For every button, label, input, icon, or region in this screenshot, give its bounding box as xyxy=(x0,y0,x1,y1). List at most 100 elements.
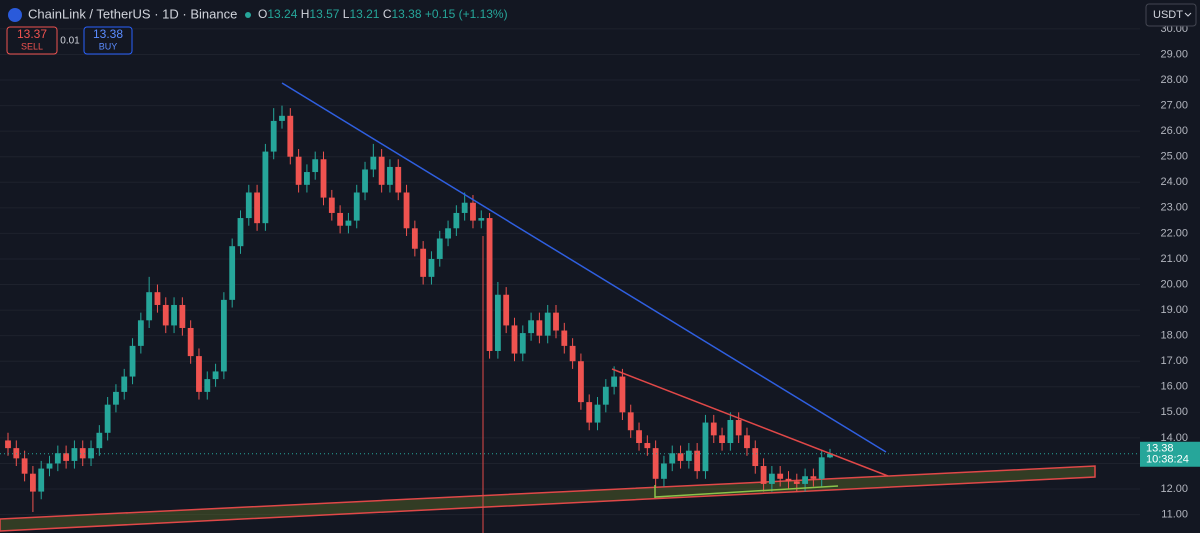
candle-body xyxy=(179,304,186,328)
candles xyxy=(0,105,1140,513)
candle-body xyxy=(636,430,642,444)
candle-body xyxy=(387,166,393,185)
candle-body xyxy=(611,376,618,387)
candle-body xyxy=(768,473,775,484)
candle-body xyxy=(71,448,78,461)
support-line xyxy=(654,485,839,498)
status-dot xyxy=(245,12,251,18)
symbol-icon xyxy=(8,8,22,22)
candle-body xyxy=(619,376,626,413)
candle-body xyxy=(254,192,260,224)
candle-body xyxy=(428,258,435,277)
candle-body xyxy=(744,435,750,449)
candle-body xyxy=(685,450,692,461)
y-tick-label: 14.00 xyxy=(1160,432,1188,444)
candle-body xyxy=(710,422,717,436)
candle-body xyxy=(420,248,427,277)
candle-body xyxy=(569,345,576,362)
ohlc-value: 13.38 xyxy=(392,7,422,21)
candle-body xyxy=(602,386,609,405)
price-axis-labels: 11.0012.0013.0014.0015.0016.0017.0018.00… xyxy=(1140,23,1200,521)
candle-body xyxy=(594,404,601,423)
y-tick-label: 26.00 xyxy=(1160,125,1188,137)
buy-button[interactable]: 13.38 BUY xyxy=(83,26,133,55)
candle-body xyxy=(328,197,335,213)
candle-body xyxy=(121,376,128,392)
ohlc-value: 13.21 xyxy=(349,7,379,21)
y-tick-label: 15.00 xyxy=(1160,406,1188,418)
candle-body xyxy=(54,453,61,464)
dropdown-arrow xyxy=(1184,12,1192,17)
candle-body xyxy=(96,432,103,449)
candle-body xyxy=(245,192,252,219)
candle-body xyxy=(519,333,526,354)
candle-body xyxy=(652,448,659,479)
currency-select[interactable]: USDT xyxy=(1145,3,1197,27)
candle-body xyxy=(553,312,559,331)
candle-body xyxy=(320,159,327,198)
candle-body xyxy=(403,192,410,229)
candle-body xyxy=(445,228,451,239)
y-tick-label: 27.00 xyxy=(1160,99,1188,111)
sell-button[interactable]: 13.37 SELL xyxy=(6,26,58,55)
buy-label: BUY xyxy=(99,41,118,51)
candle-body xyxy=(561,330,568,346)
candle-body xyxy=(337,212,344,226)
candle-body xyxy=(503,294,510,326)
buy-price: 13.38 xyxy=(93,27,123,41)
candle-body xyxy=(270,120,277,152)
ohlc-value: 13.24 xyxy=(267,7,297,21)
candle-body xyxy=(511,325,518,354)
y-tick-label: 11.00 xyxy=(1161,509,1188,521)
candle-body xyxy=(735,420,742,436)
candle-body xyxy=(137,320,144,346)
candle-body xyxy=(478,218,485,221)
y-tick-label: 19.00 xyxy=(1160,304,1188,316)
candle-body xyxy=(395,166,402,193)
candle-body xyxy=(187,327,194,357)
ohlc-label: C xyxy=(383,7,392,21)
candle-body xyxy=(378,156,385,185)
candle-body xyxy=(162,304,169,326)
ohlc-label: L xyxy=(343,7,350,21)
y-tick-label: 25.00 xyxy=(1160,151,1188,163)
candle-body xyxy=(578,361,584,403)
currency-box xyxy=(1145,3,1197,27)
ohlc-label: H xyxy=(301,7,310,21)
symbol[interactable]: ChainLink / TetherUS · 1D · Binance xyxy=(28,6,237,21)
candle-body xyxy=(104,404,111,433)
candle-body xyxy=(171,304,177,326)
candle-body xyxy=(345,220,352,226)
candle-body xyxy=(793,481,800,484)
candle-body xyxy=(727,420,734,444)
ohlc-value: 13.57 xyxy=(309,7,339,21)
y-tick-label: 24.00 xyxy=(1160,176,1188,188)
candle-body xyxy=(436,238,443,259)
candle-body xyxy=(411,228,418,249)
trend-line xyxy=(611,368,889,477)
candle-body xyxy=(204,379,211,392)
candle-body xyxy=(279,115,285,121)
candle-body xyxy=(810,476,817,479)
candle-body xyxy=(627,412,634,431)
y-tick-label: 21.00 xyxy=(1160,253,1188,265)
candle-body xyxy=(677,453,684,461)
candle-body xyxy=(79,448,86,459)
y-tick-label: 22.00 xyxy=(1160,227,1188,239)
change: +0.15 (+1.13%) xyxy=(425,7,508,21)
candle-body xyxy=(661,463,667,479)
candle-body xyxy=(470,202,476,221)
price-tag-price: 13.38 xyxy=(1146,443,1174,455)
sell-price: 13.37 xyxy=(17,27,47,41)
candle-body xyxy=(295,156,302,185)
candle-body xyxy=(88,448,94,459)
y-tick-label: 16.00 xyxy=(1160,381,1188,393)
candle-body xyxy=(719,435,725,444)
price-tag-countdown: 10:38:24 xyxy=(1146,454,1189,466)
sell-label: SELL xyxy=(21,41,43,51)
candle-body xyxy=(370,156,377,170)
candle-body xyxy=(262,151,269,224)
candle-body xyxy=(494,294,501,351)
